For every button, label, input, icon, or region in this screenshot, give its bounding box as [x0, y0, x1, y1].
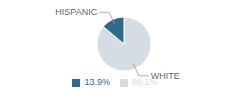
- html-text:86.1%: 86.1%: [132, 77, 158, 87]
- svg-text:WHITE: WHITE: [151, 71, 180, 81]
- svg-text:HISPANIC: HISPANIC: [55, 8, 97, 17]
- html-text:13.9%: 13.9%: [84, 77, 110, 87]
